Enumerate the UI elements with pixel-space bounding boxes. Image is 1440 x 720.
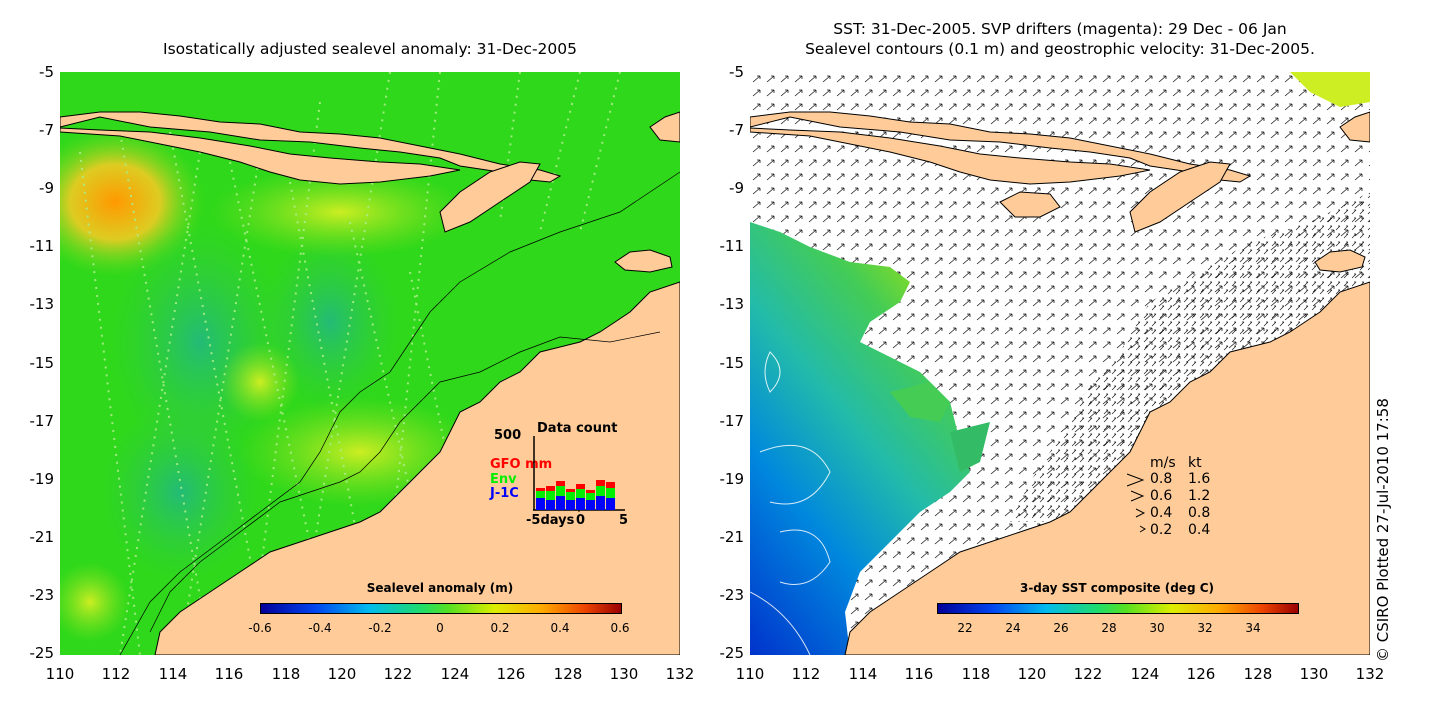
right-x-tick: 114 [848, 665, 878, 683]
left-x-tick: 126 [496, 665, 526, 683]
velocity-arrow-icon [1126, 473, 1145, 487]
sst-data-patch [750, 222, 970, 655]
right-y-tick: -25 [719, 644, 745, 662]
right-y-tick: -13 [719, 295, 745, 313]
left-x-tick: 124 [440, 665, 470, 683]
left-x-tick: 130 [609, 665, 639, 683]
left-x-tick: 132 [665, 665, 695, 683]
right-colorbar-tick: 34 [1245, 621, 1261, 635]
right-y-tick: -17 [719, 412, 745, 430]
right-panel-title-line1: SST: 31-Dec-2005. SVP drifters (magenta)… [833, 20, 1287, 38]
velocity-arrow-icon [1139, 525, 1146, 533]
left-x-tick: 128 [553, 665, 583, 683]
velocity-legend-kt: 1.2 [1188, 488, 1211, 504]
left-y-tick: -19 [29, 470, 55, 488]
left-x-tick: 118 [271, 665, 301, 683]
left-x-tick: 114 [158, 665, 188, 683]
data-count-bars [533, 436, 625, 512]
left-colorbar-tick: 0.4 [550, 621, 570, 635]
velocity-legend-kt: 0.8 [1188, 505, 1211, 521]
left-y-tick: -15 [29, 354, 55, 372]
left-x-tick: 112 [101, 665, 131, 683]
right-y-tick: -23 [719, 586, 745, 604]
velocity-legend-kt: 1.6 [1188, 471, 1211, 487]
left-y-tick: -25 [29, 644, 55, 662]
left-colorbar-title: Sealevel anomaly (m) [366, 581, 514, 595]
left-panel-title: Isostatically adjusted sealevel anomaly:… [163, 40, 577, 58]
left-colorbar-tick: -0.4 [308, 621, 332, 635]
velocity-legend-kt: 0.4 [1188, 522, 1211, 538]
legend-gfo: GFO mm [490, 457, 553, 472]
velocity-legend-ms: 0.6 [1150, 488, 1173, 504]
australia-landmass [154, 281, 680, 655]
left-y-tick: -17 [29, 412, 55, 430]
velocity-legend-ms: 0.4 [1150, 505, 1173, 521]
left-y-tick: -13 [29, 295, 55, 313]
data-count-x-label: 0 [576, 513, 586, 528]
velocity-legend-ms: 0.2 [1150, 522, 1173, 538]
velocity-arrow-icon [1135, 508, 1146, 518]
left-y-tick: -5 [39, 63, 54, 81]
right-colorbar-title: 3-day SST composite (deg C) [1019, 581, 1215, 595]
left-colorbar-tick: -0.6 [248, 621, 272, 635]
left-y-tick: -21 [29, 528, 55, 546]
right-y-tick: -11 [719, 237, 745, 255]
right-y-tick: -19 [719, 470, 745, 488]
right-y-tick: -7 [729, 121, 744, 139]
legend-env: Env [490, 472, 517, 487]
data-count-title: Data count [537, 421, 618, 436]
right-y-tick: -9 [729, 179, 744, 197]
right-x-tick: 122 [1073, 665, 1103, 683]
velocity-legend-header-ms: m/s [1150, 455, 1176, 471]
velocity-legend-header-kt: kt [1188, 455, 1202, 471]
sealevel-anomaly-map [60, 72, 680, 655]
data-count-x-label: -5days [526, 513, 575, 528]
right-colorbar-tick: 26 [1053, 621, 1069, 635]
data-count-max-label: 500 [494, 428, 522, 443]
left-colorbar-tick: 0.6 [610, 621, 630, 635]
left-x-tick: 110 [45, 665, 75, 683]
right-x-tick: 112 [791, 665, 821, 683]
left-x-tick: 120 [327, 665, 357, 683]
right-x-tick: 132 [1355, 665, 1385, 683]
australia-landmass-right [844, 281, 1370, 655]
right-colorbar-tick: 28 [1101, 621, 1117, 635]
right-x-tick: 124 [1130, 665, 1160, 683]
left-colorbar [260, 603, 622, 614]
velocity-legend-ms: 0.8 [1150, 471, 1173, 487]
right-x-tick: 116 [904, 665, 934, 683]
right-y-tick: -21 [719, 528, 745, 546]
right-colorbar-tick: 32 [1197, 621, 1213, 635]
java-bali-landmass [60, 111, 562, 183]
right-x-tick: 110 [735, 665, 765, 683]
right-y-tick: -5 [729, 63, 744, 81]
right-colorbar-tick: 22 [957, 621, 973, 635]
right-colorbar-tick: 30 [1149, 621, 1165, 635]
right-y-tick: -15 [719, 354, 745, 372]
legend-j1c: J-1C [490, 486, 519, 501]
right-colorbar [937, 603, 1299, 614]
right-x-tick: 126 [1186, 665, 1216, 683]
left-colorbar-tick: 0 [436, 621, 444, 635]
right-x-tick: 118 [961, 665, 991, 683]
left-x-tick: 122 [383, 665, 413, 683]
left-colorbar-tick: -0.2 [368, 621, 392, 635]
right-x-tick: 130 [1299, 665, 1329, 683]
left-x-tick: 116 [214, 665, 244, 683]
right-x-tick: 128 [1243, 665, 1273, 683]
right-colorbar-tick: 24 [1005, 621, 1021, 635]
left-y-tick: -9 [39, 179, 54, 197]
velocity-arrow-icon [1130, 490, 1145, 502]
right-panel-title-line2: Sealevel contours (0.1 m) and geostrophi… [805, 40, 1315, 58]
left-colorbar-tick: 0.2 [490, 621, 510, 635]
csiro-credit: © CSIRO Plotted 27-Jul-2010 17:58 [1374, 398, 1392, 662]
left-y-tick: -11 [29, 237, 55, 255]
left-y-tick: -7 [39, 121, 54, 139]
left-y-tick: -23 [29, 586, 55, 604]
sst-velocity-map [750, 72, 1370, 655]
data-count-x-label: 5 [619, 513, 629, 528]
right-x-tick: 120 [1017, 665, 1047, 683]
